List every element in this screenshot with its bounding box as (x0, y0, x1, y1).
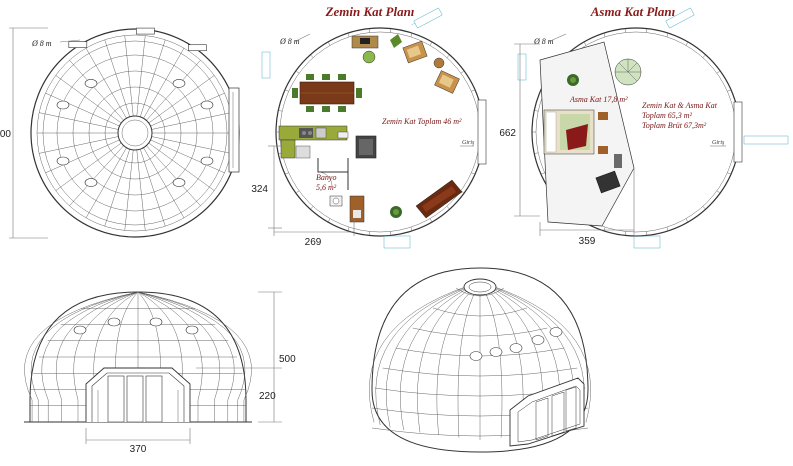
mezzanine-total-2: Toplam 65,3 m² (642, 111, 692, 120)
top-view-dome (30, 27, 240, 238)
top-view-dim-height: 800 (0, 129, 11, 140)
bathroom-area: 5,6 m² (316, 183, 337, 192)
sofa (390, 179, 463, 219)
ground-dimensions: 324 269 (251, 145, 355, 248)
armchairs (402, 40, 460, 94)
perspective-dome (369, 267, 591, 453)
mezzanine-diameter: Ø 8 m (533, 37, 554, 46)
mezzanine-total-3: Toplam Brüt 67,3m² (642, 121, 707, 130)
top-view-dimensions: 800 Ø 8 m (0, 27, 81, 239)
elevation-dim-door-width: 370 (130, 444, 147, 455)
ground-dim-height: 324 (251, 184, 268, 195)
ground-window-note-1: — (410, 21, 418, 28)
perspective-entrance (509, 377, 585, 447)
mezzanine-dimensions: 662 359 (499, 43, 635, 247)
bathroom: Banyo 5,6 m² (316, 158, 365, 223)
mezzanine-plan: Asma Kat Planı A (517, 4, 789, 249)
elevation-dimensions: 500 220 370 (85, 291, 296, 455)
ground-plan-title: Zemin Kat Planı (325, 4, 415, 19)
tv (595, 170, 621, 194)
desk (351, 34, 402, 64)
ground-diameter: Ø 8 m (279, 37, 300, 46)
mezzanine-dim-height: 662 (499, 128, 516, 139)
ground-area-label: Zemin Kat Toplam 46 m² (382, 117, 462, 126)
elevation-dim-door-height: 220 (259, 391, 276, 402)
mezzanine-total-1: Zemin Kat & Asma Kat (642, 101, 718, 110)
ground-floor-plan: Zemin Kat Planı (261, 4, 487, 249)
ground-dim-width: 269 (305, 237, 322, 248)
mezzanine-plan-title: Asma Kat Planı (590, 4, 676, 19)
spiral-stair (614, 58, 642, 86)
mezzanine-dim-width: 359 (579, 236, 596, 247)
dining-table (292, 74, 362, 112)
ground-entrance-label: Giriş (462, 140, 475, 146)
mezzanine-entrance-label: Giriş (712, 140, 725, 146)
mezzanine-area: Asma Kat 17,8 m² (569, 95, 628, 104)
elevation-dim-height: 500 (279, 354, 296, 365)
bathroom-label: Banyo (316, 173, 336, 182)
kitchen (278, 125, 349, 159)
elevation-entrance (85, 367, 191, 423)
bed (543, 109, 622, 168)
top-view-diameter: Ø 8 m (31, 39, 52, 48)
front-elevation (24, 291, 252, 423)
